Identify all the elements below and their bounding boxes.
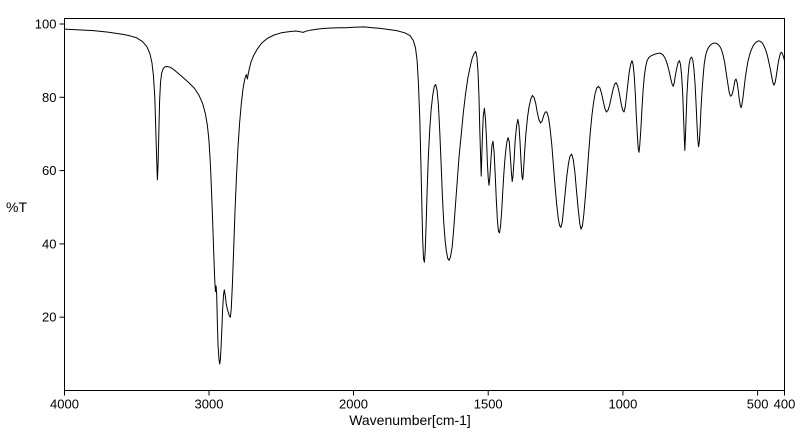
x-tick-label: 1500 <box>474 397 503 412</box>
x-tick-label: 1000 <box>608 397 637 412</box>
y-tick-label: 100 <box>35 17 57 32</box>
y-axis-ticks: 20 40 60 80 100 <box>35 17 65 325</box>
y-axis-label: %T <box>6 199 27 215</box>
y-tick-label: 20 <box>42 310 56 325</box>
x-tick-label: 4000 <box>50 397 79 412</box>
y-tick-label: 40 <box>42 236 56 251</box>
x-tick-label: 500 <box>747 397 769 412</box>
x-axis-ticks: 4000 3000 2000 1500 1000 500 400 <box>50 390 796 412</box>
y-tick-label: 80 <box>42 90 56 105</box>
x-tick-label: 2000 <box>339 397 368 412</box>
x-axis-label: Wavenumber[cm-1] <box>349 412 471 428</box>
spectrum-curve <box>64 26 785 365</box>
x-tick-label: 3000 <box>195 397 224 412</box>
x-tick-label: 400 <box>774 397 796 412</box>
plot-frame <box>64 18 785 391</box>
y-tick-label: 60 <box>42 163 56 178</box>
